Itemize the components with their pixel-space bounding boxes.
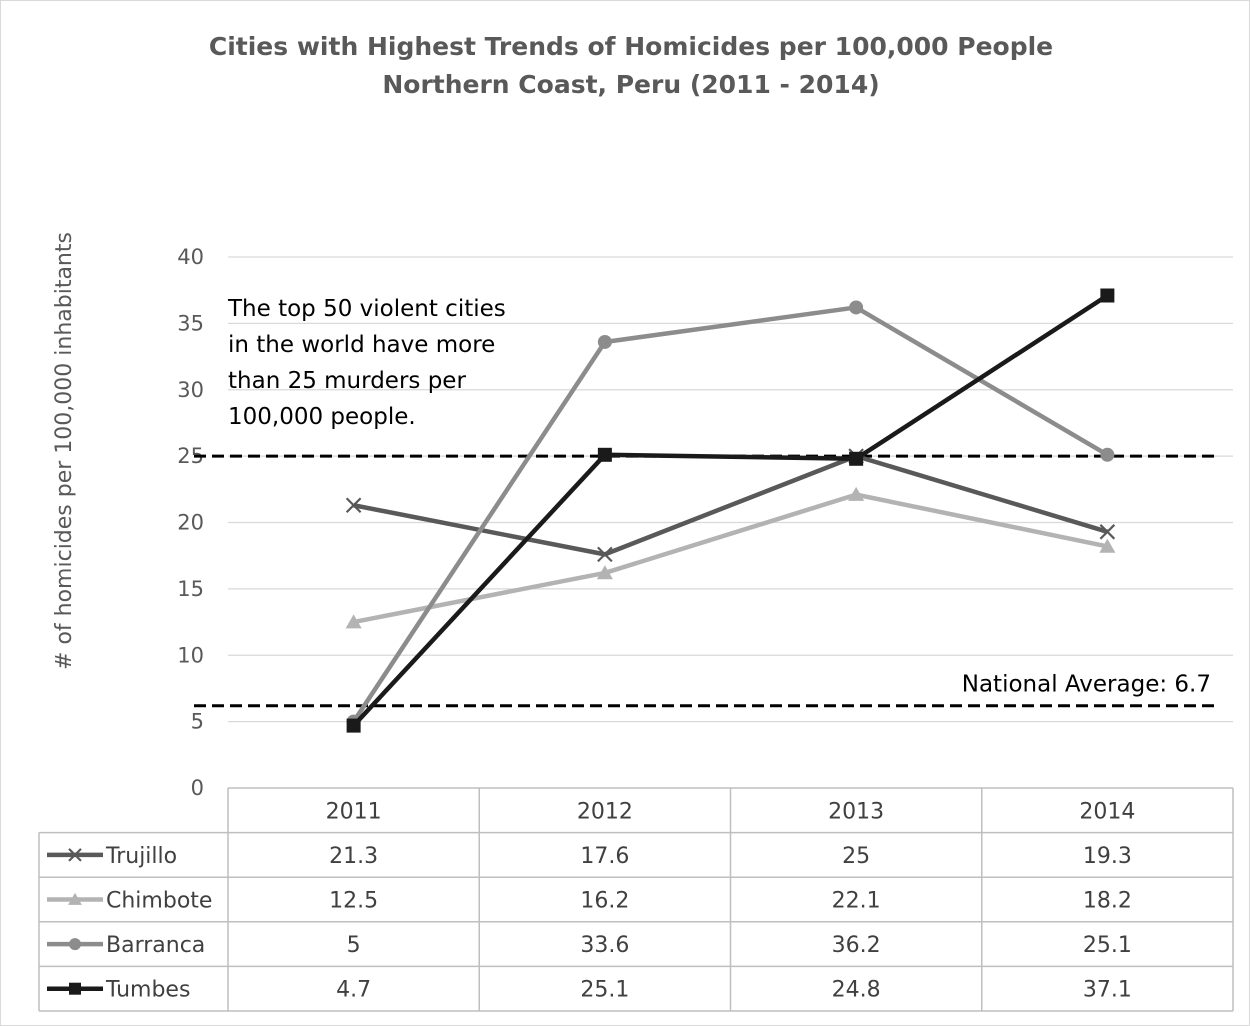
y-tick-label: 40 (177, 245, 204, 269)
legend-series-name: Trujillo (105, 844, 177, 869)
y-tick-label: 20 (177, 511, 204, 535)
table-header-year: 2011 (326, 799, 382, 824)
data-point (849, 300, 864, 315)
data-point (1099, 538, 1116, 553)
national-average-label: National Average: 6.7 (962, 672, 1211, 698)
annotation-text: The top 50 violent cities in the world ha… (227, 296, 506, 430)
chart-title-line-1: Cities with Highest Trends of Homicides … (209, 32, 1053, 61)
y-tick-label: 30 (177, 378, 204, 402)
table-cell-value: 36.2 (832, 933, 881, 958)
table-cell-value: 4.7 (336, 978, 371, 1003)
data-point (346, 718, 361, 733)
annotation-line: in the world have more (228, 332, 495, 358)
table-cell-value: 25 (842, 844, 870, 869)
table-header-year: 2014 (1079, 799, 1135, 824)
table-cell-value: 25.1 (580, 978, 629, 1003)
legend-series-name: Chimbote (106, 889, 212, 914)
y-tick-label: 10 (177, 643, 204, 667)
data-point (597, 546, 613, 563)
series-line (351, 305, 1109, 723)
annotation-line: The top 50 violent cities (227, 296, 506, 322)
chart-title-line-2: Northern Coast, Peru (2011 - 2014) (382, 70, 879, 99)
table-cell-value: 37.1 (1083, 978, 1132, 1003)
data-point (345, 497, 362, 514)
table-cell-value: 21.3 (329, 844, 378, 869)
legend-series-name: Barranca (106, 933, 205, 958)
data-point (597, 334, 612, 349)
table-cell-value: 5 (347, 933, 361, 958)
data-point (1100, 288, 1115, 303)
annotation-line: than 25 murders per (228, 368, 466, 394)
y-tick-label: 15 (177, 577, 204, 601)
table-cell-value: 22.1 (832, 889, 881, 914)
table-cell-value: 16.2 (580, 889, 629, 914)
data-point (849, 451, 864, 466)
series-line (353, 492, 1108, 625)
data-point (69, 982, 81, 995)
legend-series-name: Tumbes (105, 978, 190, 1003)
table-cell-value: 19.3 (1083, 844, 1132, 869)
table-cell-value: 17.6 (580, 844, 629, 869)
data-point (68, 892, 82, 905)
table-cell-value: 12.5 (329, 889, 378, 914)
data-point (597, 447, 612, 462)
y-tick-label: 5 (191, 710, 204, 734)
series-trujillo (345, 448, 1116, 563)
data-point (68, 848, 82, 862)
data-point (1100, 447, 1115, 462)
data-point (848, 486, 865, 501)
series-line (353, 453, 1109, 557)
table-cell-value: 33.6 (580, 933, 629, 958)
table-cell-value: 25.1 (1083, 933, 1132, 958)
data-table: 2011 2012 2013 2014 Trujillo 21.3 17.6 25 19.3 Ch… (38, 787, 1234, 1012)
series-line (351, 293, 1109, 728)
series-lines (345, 288, 1116, 733)
data-point (1099, 524, 1116, 540)
series-tumbes (346, 288, 1115, 733)
data-point (345, 614, 362, 629)
data-point (596, 565, 613, 580)
table-header-year: 2012 (577, 799, 633, 824)
y-tick-label: 0 (191, 776, 204, 800)
y-axis-label: # of homicides per 100,000 inhabitants (52, 232, 77, 670)
data-point (69, 938, 81, 951)
annotation-line: 100,000 people. (228, 404, 416, 430)
table-cell-value: 24.8 (832, 978, 881, 1003)
table-cell-value: 18.2 (1083, 889, 1132, 914)
y-tick-label: 35 (177, 311, 204, 335)
table-header-year: 2013 (828, 799, 884, 824)
reference-lines: National Average: 6.7 (194, 454, 1217, 708)
series-chimbote (345, 486, 1116, 629)
